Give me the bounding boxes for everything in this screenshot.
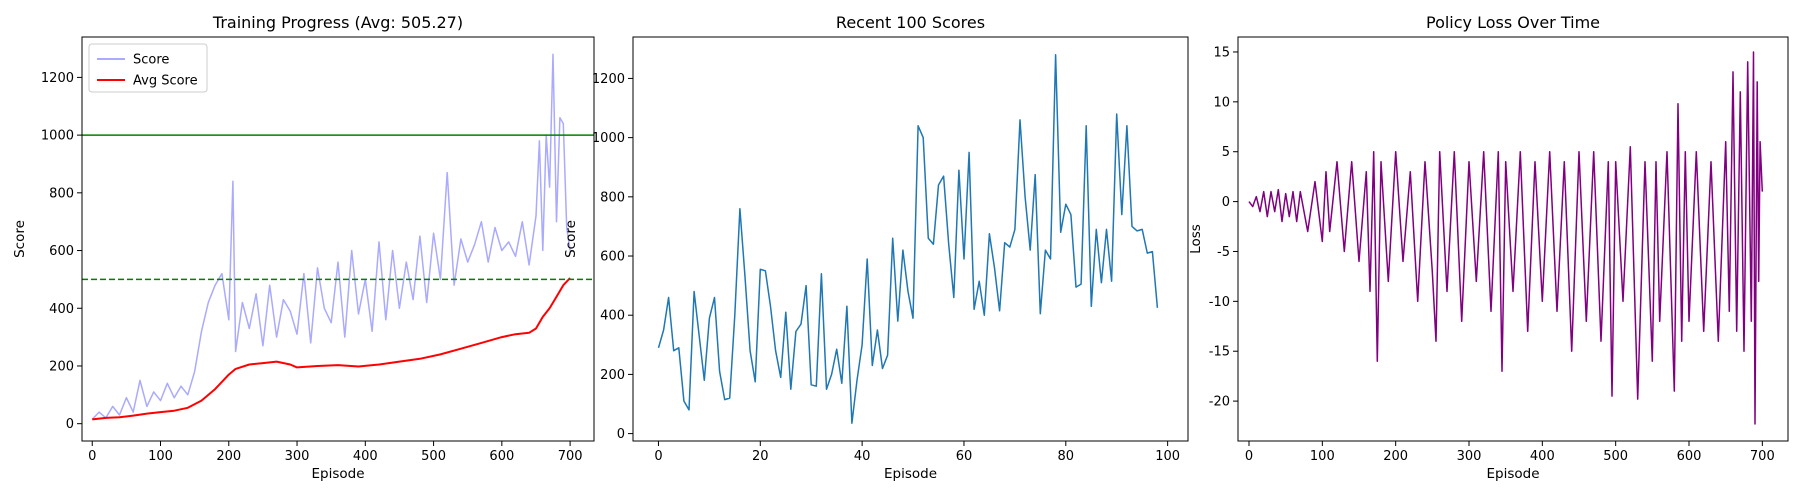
x-tick-label: 80 [1058, 449, 1075, 464]
y-tick-label: 600 [49, 244, 74, 259]
training-progress-chart: 0 100 200 300 400 500 600 700 0 200 400 600 800 1000 1… [12, 13, 595, 482]
x-tick-label: 100 [1155, 449, 1180, 464]
y-tick-label: 1200 [592, 72, 625, 87]
legend-label: Avg Score [133, 74, 198, 89]
x-tick-label: 0 [654, 449, 662, 464]
y-tick-label: 1000 [592, 131, 625, 146]
legend-label: Score [133, 53, 169, 68]
y-tick-label: 15 [1213, 45, 1230, 60]
x-tick-label: 200 [216, 449, 241, 464]
y-tick-label: 200 [600, 368, 625, 383]
y-tick-label: 600 [600, 250, 625, 265]
x-tick-label: 40 [854, 449, 871, 464]
y-tick-label: 1200 [41, 71, 74, 86]
y-tick-label: -10 [1209, 295, 1230, 310]
x-tick-label: 200 [1383, 449, 1408, 464]
y-tick-label: -5 [1217, 245, 1230, 260]
x-tick-label: 100 [148, 449, 173, 464]
x-tick-label: 600 [1677, 449, 1702, 464]
y-tick-label: 0 [617, 427, 625, 442]
x-tick-label: 700 [558, 449, 583, 464]
x-tick-label: 60 [956, 449, 973, 464]
x-tick-label: 300 [1457, 449, 1482, 464]
plot-area [657, 54, 1159, 424]
y-tick-label: -20 [1209, 395, 1230, 410]
y-tick-label: 5 [1222, 145, 1230, 160]
chart-title: Policy Loss Over Time [1426, 13, 1600, 32]
plot-area [1248, 51, 1764, 425]
series-line-0 [1248, 51, 1764, 425]
x-tick-label: 0 [1245, 449, 1253, 464]
x-tick-label: 600 [489, 449, 514, 464]
x-axis-label: Episode [1486, 466, 1539, 482]
y-axis-label: Loss [1188, 224, 1204, 254]
series-line-0 [657, 54, 1159, 424]
y-axis-label: Score [563, 220, 579, 258]
chart-title: Recent 100 Scores [836, 13, 985, 32]
plot-frame [632, 36, 1189, 442]
x-tick-label: 300 [285, 449, 310, 464]
y-tick-label: 400 [600, 309, 625, 324]
x-tick-label: 0 [88, 449, 96, 464]
y-tick-label: 10 [1213, 95, 1230, 110]
x-tick-label: 700 [1750, 449, 1775, 464]
chart-title: Training Progress (Avg: 505.27) [212, 13, 463, 32]
x-tick-label: 500 [1603, 449, 1628, 464]
y-tick-label: 1000 [41, 129, 74, 144]
y-tick-label: 800 [49, 186, 74, 201]
series-line-0 [91, 53, 571, 420]
policy-loss-chart: 0 100 200 300 400 500 600 700 -20 -15 -10 -5 0 5 10 15 P… [1188, 13, 1789, 482]
plot-frame [1237, 36, 1789, 442]
y-tick-label: 0 [66, 417, 74, 432]
y-tick-label: 400 [49, 302, 74, 317]
y-tick-label: 200 [49, 359, 74, 374]
x-tick-label: 500 [421, 449, 446, 464]
x-tick-label: 400 [353, 449, 378, 464]
y-axis-label: Score [12, 220, 28, 258]
x-axis-label: Episode [884, 466, 937, 482]
y-tick-label: 0 [1222, 195, 1230, 210]
x-tick-label: 400 [1530, 449, 1555, 464]
recent-scores-chart: 0 20 40 60 80 100020040060080010001200Recent … [563, 13, 1189, 482]
x-axis-label: Episode [311, 466, 364, 482]
y-tick-label: 800 [600, 190, 625, 205]
legend: Score Avg Score [88, 43, 208, 93]
series-line-1 [92, 277, 571, 421]
x-tick-label: 100 [1310, 449, 1335, 464]
y-tick-label: -15 [1209, 345, 1230, 360]
plot-area [82, 53, 594, 421]
x-tick-label: 20 [752, 449, 769, 464]
plot-frame [81, 36, 595, 442]
